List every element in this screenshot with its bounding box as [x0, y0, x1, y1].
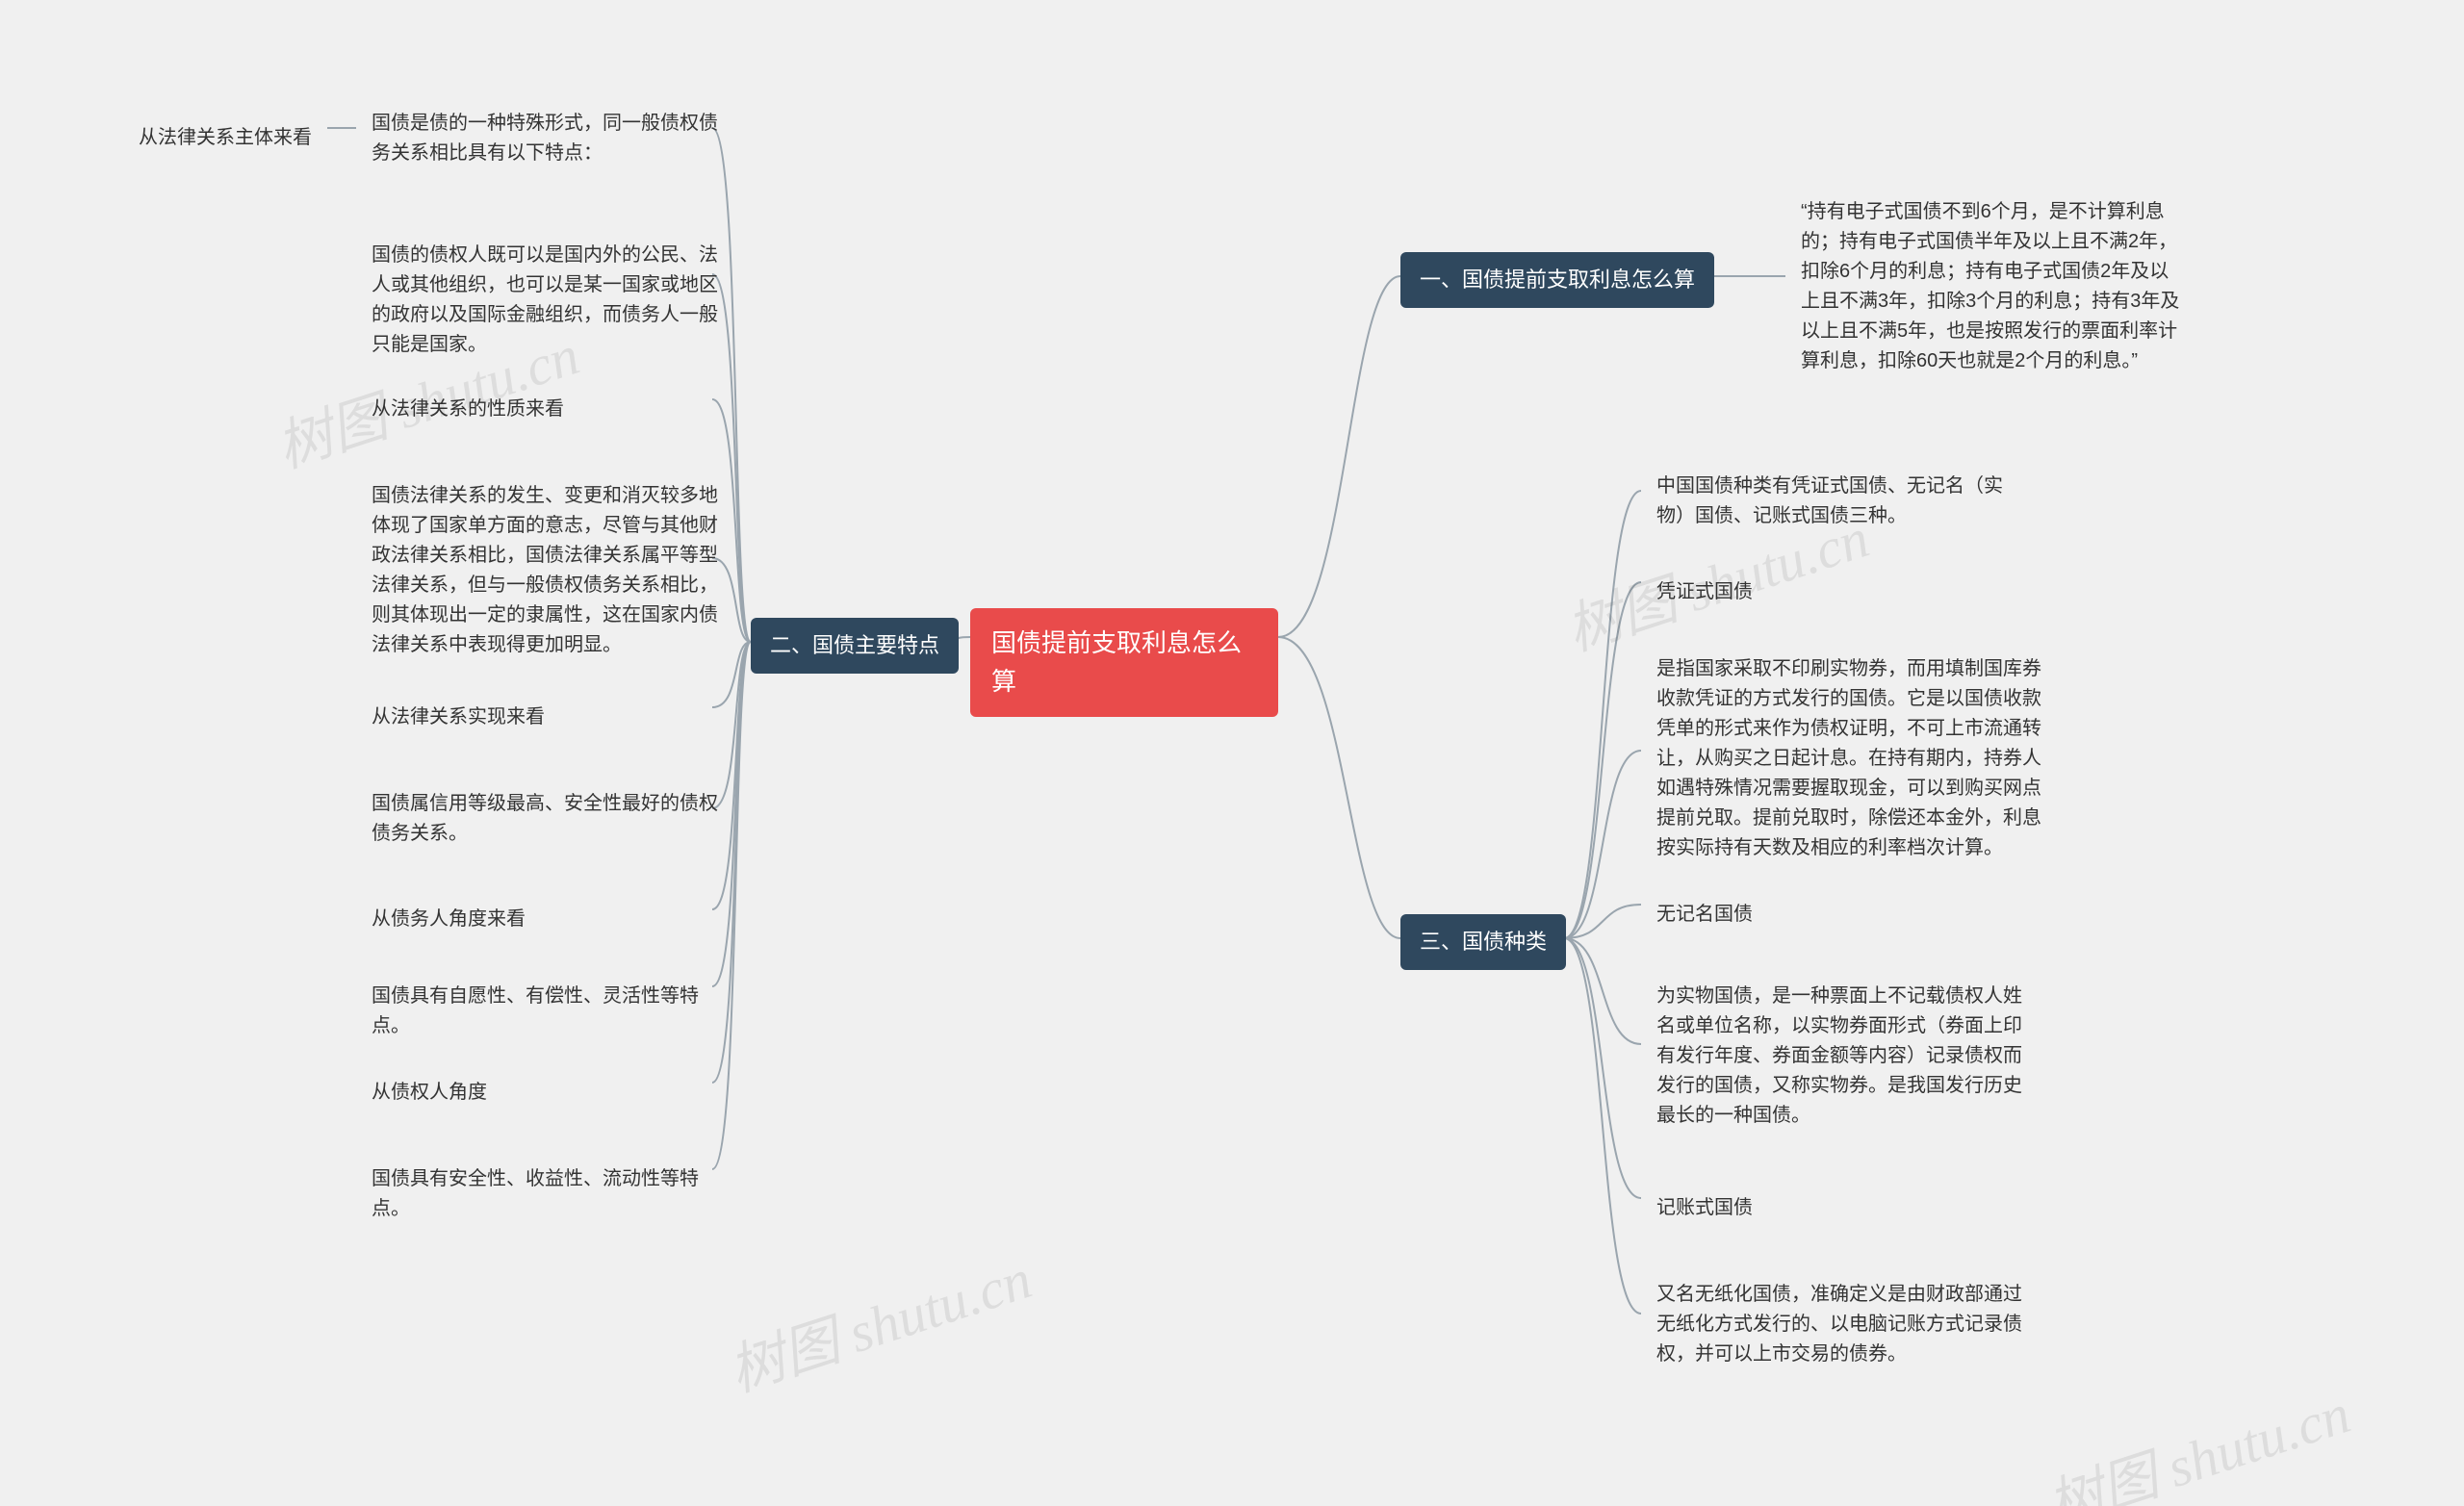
branch-1[interactable]: 一、国债提前支取利息怎么算 — [1400, 252, 1714, 308]
leaf-1-1-text: “持有电子式国债不到6个月，是不计算利息的；持有电子式国债半年及以上且不满2年，… — [1801, 201, 2179, 371]
leaf-2-3-text: 国债的债权人既可以是国内外的公民、法人或其他组织，也可以是某一国家或地区的政府以… — [372, 244, 718, 355]
leaf-2-3[interactable]: 国债的债权人既可以是国内外的公民、法人或其他组织，也可以是某一国家或地区的政府以… — [356, 231, 751, 370]
leaf-2-6-text: 从法律关系实现来看 — [372, 706, 545, 727]
branch-3[interactable]: 三、国债种类 — [1400, 914, 1566, 970]
leaf-2-10[interactable]: 从债权人角度 — [356, 1068, 741, 1117]
leaf-3-6-text: 记账式国债 — [1656, 1197, 1753, 1218]
branch-1-label: 一、国债提前支取利息怎么算 — [1420, 268, 1695, 292]
leaf-1-1[interactable]: “持有电子式国债不到6个月，是不计算利息的；持有电子式国债半年及以上且不满2年，… — [1785, 188, 2199, 386]
leaf-2-5[interactable]: 国债法律关系的发生、变更和消灭较多地体现了国家单方面的意志，尽管与其他财政法律关… — [356, 472, 751, 670]
leaf-3-2-text: 凭证式国债 — [1656, 581, 1753, 602]
leaf-3-2[interactable]: 凭证式国债 — [1641, 568, 2045, 617]
leaf-2-8[interactable]: 从债务人角度来看 — [356, 895, 741, 944]
leaf-2-2[interactable]: 国债是债的一种特殊形式，同一般债权债务关系相比具有以下特点： — [356, 99, 741, 178]
leaf-2-11-text: 国债具有安全性、收益性、流动性等特点。 — [372, 1168, 699, 1219]
branch-2[interactable]: 二、国债主要特点 — [751, 618, 959, 674]
mindmap-canvas: 国债提前支取利息怎么算 一、国债提前支取利息怎么算 “持有电子式国债不到6个月，… — [0, 0, 2464, 1506]
leaf-2-9-text: 国债具有自愿性、有偿性、灵活性等特点。 — [372, 985, 699, 1036]
leaf-2-4[interactable]: 从法律关系的性质来看 — [356, 385, 741, 434]
leaf-2-6[interactable]: 从法律关系实现来看 — [356, 693, 741, 742]
leaf-3-5[interactable]: 为实物国债，是一种票面上不记载债权人姓名或单位名称，以实物券面形式（券面上印有发… — [1641, 972, 2055, 1140]
branch-3-label: 三、国债种类 — [1420, 930, 1547, 954]
leaf-3-4-text: 无记名国债 — [1656, 904, 1753, 925]
leaf-2-10-text: 从债权人角度 — [372, 1082, 487, 1103]
leaf-2-5-text: 国债法律关系的发生、变更和消灭较多地体现了国家单方面的意志，尽管与其他财政法律关… — [372, 485, 718, 655]
leaf-2-7[interactable]: 国债属信用等级最高、安全性最好的债权债务关系。 — [356, 779, 751, 858]
root-node[interactable]: 国债提前支取利息怎么算 — [970, 608, 1278, 717]
leaf-3-6[interactable]: 记账式国债 — [1641, 1184, 2045, 1233]
leaf-2-9[interactable]: 国债具有自愿性、有偿性、灵活性等特点。 — [356, 972, 751, 1051]
leaf-2-8-text: 从债务人角度来看 — [372, 908, 526, 930]
leaf-3-1[interactable]: 中国国债种类有凭证式国债、无记名（实物）国债、记账式国债三种。 — [1641, 462, 2045, 541]
leaf-2-11[interactable]: 国债具有安全性、收益性、流动性等特点。 — [356, 1155, 751, 1234]
leaf-3-3-text: 是指国家采取不印刷实物券，而用填制国库券收款凭证的方式发行的国债。它是以国债收款… — [1656, 658, 2041, 858]
leaf-2-4-text: 从法律关系的性质来看 — [372, 398, 564, 420]
watermark: 树图 shutu.cn — [2036, 1368, 2358, 1506]
leaf-2-2-text: 国债是债的一种特殊形式，同一般债权债务关系相比具有以下特点： — [372, 113, 718, 164]
watermark: 树图 shutu.cn — [717, 1234, 1040, 1407]
branch-2-label: 二、国债主要特点 — [770, 633, 939, 657]
leaf-3-7-text: 又名无纸化国债，准确定义是由财政部通过无纸化方式发行的、以电脑记账方式记录债权，… — [1656, 1284, 2022, 1365]
leaf-3-3[interactable]: 是指国家采取不印刷实物券，而用填制国库券收款凭证的方式发行的国债。它是以国债收款… — [1641, 645, 2065, 873]
leaf-3-4[interactable]: 无记名国债 — [1641, 890, 2045, 939]
leaf-2-1-text: 从法律关系主体来看 — [139, 127, 312, 148]
leaf-2-7-text: 国债属信用等级最高、安全性最好的债权债务关系。 — [372, 793, 718, 844]
root-label: 国债提前支取利息怎么算 — [991, 628, 1242, 696]
leaf-3-5-text: 为实物国债，是一种票面上不记载债权人姓名或单位名称，以实物券面形式（券面上印有发… — [1656, 985, 2022, 1126]
leaf-3-7[interactable]: 又名无纸化国债，准确定义是由财政部通过无纸化方式发行的、以电脑记账方式记录债权，… — [1641, 1270, 2055, 1379]
leaf-2-1[interactable]: 从法律关系主体来看 — [96, 114, 327, 163]
leaf-3-1-text: 中国国债种类有凭证式国债、无记名（实物）国债、记账式国债三种。 — [1656, 475, 2003, 526]
